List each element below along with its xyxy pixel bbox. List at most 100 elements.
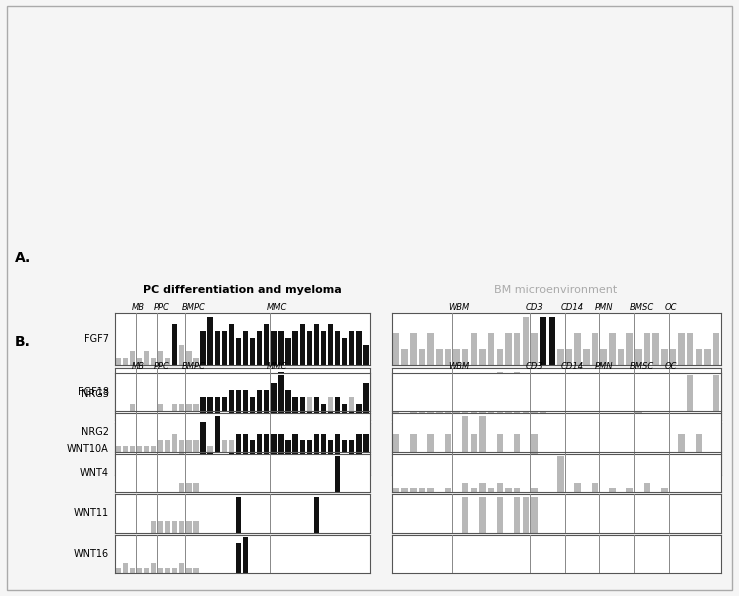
Bar bbox=[314, 386, 319, 420]
Bar bbox=[172, 434, 177, 452]
Bar bbox=[186, 521, 191, 533]
Text: NRG2: NRG2 bbox=[81, 427, 109, 437]
Bar bbox=[462, 459, 469, 475]
Bar bbox=[137, 465, 142, 475]
Bar bbox=[250, 446, 255, 475]
Bar bbox=[186, 483, 191, 492]
Bar bbox=[236, 390, 241, 411]
Text: FGF18: FGF18 bbox=[78, 387, 109, 397]
Bar bbox=[609, 488, 616, 492]
Bar bbox=[293, 427, 298, 475]
Bar bbox=[321, 434, 326, 452]
Bar bbox=[453, 404, 460, 420]
Bar bbox=[165, 568, 170, 573]
Bar bbox=[144, 465, 149, 475]
Bar bbox=[299, 436, 305, 475]
Text: WNT4: WNT4 bbox=[80, 468, 109, 478]
Bar bbox=[257, 427, 262, 475]
Bar bbox=[592, 459, 599, 475]
Text: BMSC: BMSC bbox=[630, 362, 654, 371]
Bar bbox=[678, 467, 685, 475]
Bar bbox=[194, 483, 199, 492]
Bar bbox=[410, 488, 417, 492]
Bar bbox=[165, 465, 170, 475]
Bar bbox=[123, 446, 128, 452]
Bar bbox=[243, 538, 248, 573]
Bar bbox=[243, 390, 248, 411]
Bar bbox=[285, 440, 290, 452]
Bar bbox=[165, 358, 170, 365]
Text: BM microenvironment: BM microenvironment bbox=[494, 285, 618, 295]
Bar bbox=[186, 413, 191, 420]
Bar bbox=[497, 497, 503, 533]
Bar bbox=[243, 427, 248, 475]
Text: B.: B. bbox=[15, 335, 30, 349]
Bar bbox=[436, 467, 443, 475]
Bar bbox=[342, 337, 347, 365]
Bar bbox=[531, 497, 538, 533]
Bar bbox=[179, 404, 185, 411]
Bar bbox=[328, 378, 333, 420]
Bar bbox=[497, 434, 503, 452]
Bar bbox=[471, 488, 477, 492]
Bar bbox=[172, 568, 177, 573]
Bar bbox=[115, 568, 120, 573]
Bar bbox=[627, 333, 633, 365]
Bar bbox=[505, 333, 511, 365]
Bar bbox=[144, 352, 149, 365]
Bar bbox=[172, 324, 177, 365]
Bar bbox=[243, 434, 248, 452]
Text: WBM: WBM bbox=[448, 303, 469, 312]
Bar bbox=[129, 465, 135, 475]
Bar bbox=[618, 467, 624, 475]
Bar bbox=[364, 386, 369, 420]
Bar bbox=[392, 404, 399, 420]
Bar bbox=[661, 488, 667, 492]
Bar bbox=[328, 324, 333, 365]
Bar bbox=[165, 440, 170, 452]
Bar bbox=[356, 436, 361, 475]
Bar bbox=[194, 455, 199, 475]
Bar bbox=[392, 333, 399, 365]
Bar bbox=[257, 399, 262, 420]
Bar bbox=[123, 465, 128, 475]
Bar bbox=[115, 358, 120, 365]
Bar bbox=[243, 392, 248, 420]
Bar bbox=[229, 440, 234, 452]
Text: BMSC: BMSC bbox=[630, 303, 654, 312]
Text: MB: MB bbox=[132, 303, 146, 312]
Text: WNT10A: WNT10A bbox=[67, 444, 109, 454]
Bar bbox=[250, 397, 255, 411]
Bar bbox=[250, 440, 255, 452]
Text: WBM: WBM bbox=[448, 362, 469, 371]
Bar bbox=[653, 467, 659, 475]
Bar bbox=[186, 455, 191, 475]
Bar bbox=[335, 331, 340, 365]
Bar bbox=[488, 333, 494, 365]
Bar bbox=[713, 375, 720, 411]
Bar bbox=[194, 440, 199, 452]
Text: WNT11: WNT11 bbox=[73, 508, 109, 519]
Bar bbox=[151, 358, 156, 365]
Bar bbox=[462, 388, 469, 420]
Text: OC: OC bbox=[664, 303, 677, 312]
Bar bbox=[158, 568, 163, 573]
Bar bbox=[158, 521, 163, 533]
Bar bbox=[229, 399, 234, 420]
Bar bbox=[314, 397, 319, 411]
Bar bbox=[488, 488, 494, 492]
Bar bbox=[307, 331, 312, 365]
Bar bbox=[222, 465, 227, 475]
Bar bbox=[186, 440, 191, 452]
Bar bbox=[480, 459, 486, 475]
Bar bbox=[427, 467, 434, 475]
Bar bbox=[200, 331, 205, 365]
Bar bbox=[165, 521, 170, 533]
Bar bbox=[214, 331, 220, 365]
Bar bbox=[364, 344, 369, 365]
Bar bbox=[236, 337, 241, 365]
Bar bbox=[236, 392, 241, 420]
Bar bbox=[194, 521, 199, 533]
Text: PMN: PMN bbox=[595, 362, 613, 371]
Bar bbox=[514, 333, 520, 365]
